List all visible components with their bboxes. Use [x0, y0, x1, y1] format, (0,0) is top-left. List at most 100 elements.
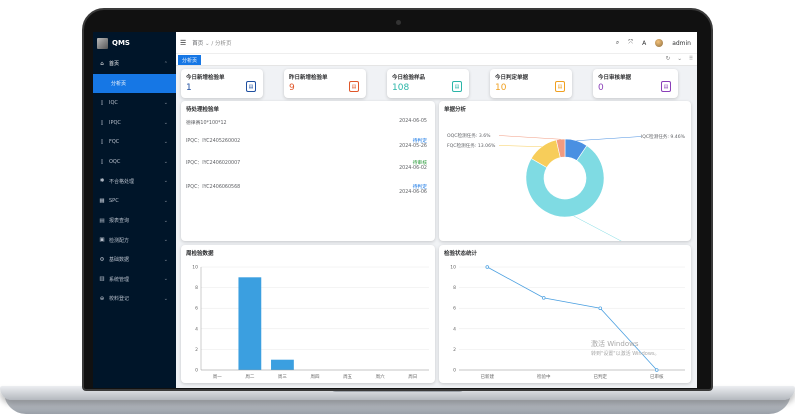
sidebar-item-5[interactable]: ▯ OQC ⌄	[93, 152, 176, 172]
status-badge: 待判定	[412, 185, 427, 190]
data-point[interactable]	[541, 296, 546, 300]
sidebar-item-8[interactable]: ▤ 报表查询 ⌄	[93, 211, 176, 231]
top-bar: ☰ 首页 ⌄ / 分析页 ⌕ ⤧ A admin	[176, 32, 697, 54]
pie-leader-line	[498, 135, 561, 140]
line-title: 检验状态统计	[444, 251, 478, 257]
stat-title: 今日审核单据	[598, 75, 632, 81]
status-badge: 待审核	[412, 161, 427, 166]
sidebar-item-6[interactable]: ✱ 不合格处理 ⌄	[93, 172, 176, 192]
x-tick-label: 周一	[213, 374, 222, 380]
webcam-icon	[396, 20, 401, 25]
fullscreen-icon[interactable]: ⤧	[628, 39, 634, 46]
app-name: QMS	[112, 39, 130, 47]
x-tick-label: 已判定	[594, 373, 608, 380]
sidebar-item-12[interactable]: ⊕ 校料登记 ⌄	[93, 289, 176, 309]
sidebar-item-11[interactable]: ▥ 系统管理 ⌄	[93, 270, 176, 290]
data-point[interactable]	[485, 265, 489, 269]
stat-card[interactable]: 今日审核单据 0 ▤	[593, 69, 678, 98]
stat-card[interactable]: 今日检验样品 108 ▤	[387, 69, 469, 98]
stat-title: 今日检验样品	[392, 75, 426, 81]
pie-chart: IQC检测任务: 9.46%IPQC检测任务: 73.88%FQC检测任务: 1…	[447, 132, 686, 241]
pie-slice[interactable]	[555, 138, 566, 158]
sidebar-item-2[interactable]: ▯ IQC ⌄	[93, 93, 176, 113]
breadcrumb-current: 分析页	[215, 40, 232, 47]
app-logo[interactable]: QMS	[93, 32, 176, 54]
sidebar-item-7[interactable]: ▦ SPC ⌄	[93, 191, 176, 211]
x-tick-label: 周二	[245, 374, 254, 380]
stat-card[interactable]: 昨日新增检验单 9 ▤	[284, 69, 366, 98]
order-id: IPQC：IYC2406020007	[186, 161, 241, 166]
sidebar-item-9[interactable]: ▣ 检测配方 ⌄	[93, 230, 176, 250]
order-date: 2024-06-06	[399, 190, 427, 195]
sidebar-item-label: 基础数据	[109, 257, 130, 264]
stat-title: 今日新增检验单	[186, 75, 225, 81]
sidebar-item-label: OQC	[109, 158, 121, 165]
x-tick-label: 周五	[343, 374, 352, 380]
sidebar-item-10[interactable]: ⚙ 基础数据 ⌄	[93, 250, 176, 270]
chevron-down-icon: ⌄	[163, 276, 168, 283]
sidebar-item-1[interactable]: 分析页	[93, 73, 176, 94]
y-tick-label: 8	[195, 285, 198, 291]
avatar[interactable]	[655, 39, 664, 47]
x-tick-label: 周四	[311, 374, 320, 380]
watermark-line2: 转到"设置"以激活 Windows。	[591, 351, 660, 357]
watermark-line1: 激活 Windows	[591, 340, 639, 348]
register-icon: ⊕	[99, 295, 105, 302]
chevron-down-icon: ⌄	[163, 178, 168, 185]
language-icon[interactable]: A	[642, 39, 647, 47]
pie-leader-line	[498, 145, 542, 147]
bar-title: 周检验数据	[186, 251, 214, 257]
x-tick-label: 检验中	[537, 373, 551, 380]
breadcrumb-home[interactable]: 首页	[192, 40, 204, 47]
data-point[interactable]	[655, 368, 659, 372]
y-tick-label: 4	[453, 326, 456, 332]
search-icon[interactable]: ⌕	[615, 39, 620, 46]
hamburger-icon[interactable]: ☰	[180, 38, 187, 47]
data-point[interactable]	[598, 306, 603, 310]
list-item[interactable]: IPQC：IYC2406020007 待审核 2024-06-02	[186, 159, 427, 171]
list-item[interactable]: 德律赛10*100*12 2024-06-05	[186, 119, 427, 126]
sidebar-item-0[interactable]: ⌂ 首页 ⌃	[93, 54, 176, 74]
pie-slice[interactable]	[525, 145, 605, 218]
bar[interactable]	[238, 277, 262, 370]
list-item[interactable]: IPQC：IYC2406060568 待判定 2024-06-06	[186, 183, 427, 195]
report-icon: ▤	[99, 217, 105, 224]
top-right-tools: ⌕ ⤧ A admin	[616, 32, 691, 54]
grid-icon[interactable]: ⠿	[688, 56, 693, 62]
audit-icon: ▤	[661, 81, 671, 92]
username[interactable]: admin	[672, 39, 691, 47]
order-date: 2024-06-05	[399, 119, 427, 124]
pie-label: FQC检测任务: 13.06%	[447, 142, 496, 149]
chevron-down-icon: ⌄	[163, 197, 168, 204]
pie-leader-line	[576, 136, 642, 141]
sidebar-item-label: 报表查询	[109, 218, 130, 225]
status-badge: 待判定	[412, 139, 427, 144]
stat-card[interactable]: 今日新增检验单 1 ▤	[181, 69, 263, 98]
y-tick-label: 6	[453, 306, 456, 312]
sidebar-item-label: 检测配方	[109, 237, 130, 244]
sidebar-item-3[interactable]: ▯ IPQC ⌄	[93, 113, 176, 133]
sidebar-item-label: FQC	[109, 139, 120, 146]
pending-panel: 待处理检验单 德律赛10*100*12 2024-06-05 IPQC：IYC240…	[181, 101, 435, 241]
clock-icon: ▤	[349, 81, 359, 92]
stat-title: 今日判定单据	[495, 75, 529, 81]
sidebar-menu: ⌂ 首页 ⌃ 分析页 ▯ IQC ⌄ ▯ IPQC ⌄ ▯ FQC ⌄ ▯ OQC ⌄ ✱ 不合格处理 ⌄ ▦ SPC ⌄…	[93, 54, 176, 309]
bar[interactable]	[271, 359, 294, 370]
sidebar-item-4[interactable]: ▯ FQC ⌄	[93, 132, 176, 152]
tab-analysis[interactable]: 分析页	[178, 55, 202, 65]
stat-value: 9	[289, 83, 295, 93]
chevron-down-icon[interactable]: ⌄	[677, 56, 682, 62]
stat-card[interactable]: 今日判定单据 10 ▤	[490, 69, 572, 98]
sidebar-item-label: IPQC	[109, 119, 121, 126]
tabs-bar: 分析页 ↻ ⌄ ⠿	[176, 54, 697, 66]
line-panel: 检验状态统计 0 2 4 6 8 10 已新建 检验中 已判定 已审核 激活 Windows 转到…	[439, 245, 691, 383]
document-icon: ▤	[246, 81, 256, 92]
pie-title: 单据分析	[444, 107, 467, 113]
chevron-up-icon: ⌃	[163, 60, 168, 67]
list-item[interactable]: IPQC：IYC2405260002 待判定 2024-05-26	[186, 137, 427, 149]
order-date: 2024-06-02	[399, 166, 427, 171]
sidebar-item-label: 不合格处理	[109, 178, 135, 185]
refresh-icon[interactable]: ↻	[665, 56, 671, 62]
order-id: IPQC：IYC2406060568	[186, 185, 241, 190]
stat-title: 昨日新增检验单	[289, 75, 328, 81]
